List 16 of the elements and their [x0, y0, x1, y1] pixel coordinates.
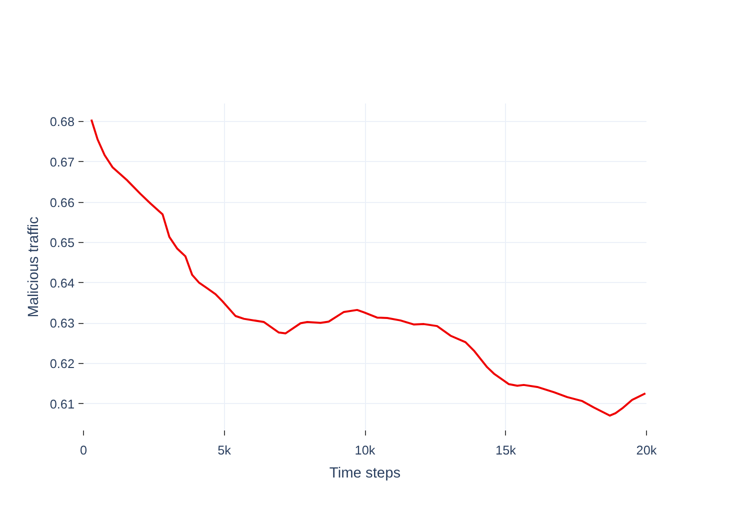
- y-axis-title: Malicious traffic: [26, 216, 42, 318]
- y-tick-label: 0.66: [50, 196, 75, 210]
- y-tick-label: 0.64: [50, 276, 75, 290]
- y-tick-label: 0.68: [50, 115, 75, 130]
- y-tick-label: 0.67: [50, 155, 75, 170]
- x-tick-label: 5k: [218, 444, 232, 458]
- x-axis-title: Time steps: [329, 466, 401, 482]
- line-series: [90, 118, 646, 417]
- x-tick-label: 15k: [496, 444, 517, 458]
- y-tick-label: 0.62: [50, 357, 75, 372]
- x-tick-label: 0: [80, 444, 88, 458]
- y-tick-label: 0.61: [50, 397, 75, 412]
- y-tick-label: 0.63: [50, 316, 75, 331]
- x-tick-label: 20k: [636, 444, 658, 458]
- y-tick-label: 0.65: [50, 236, 75, 250]
- x-tick-label: 10k: [354, 444, 376, 458]
